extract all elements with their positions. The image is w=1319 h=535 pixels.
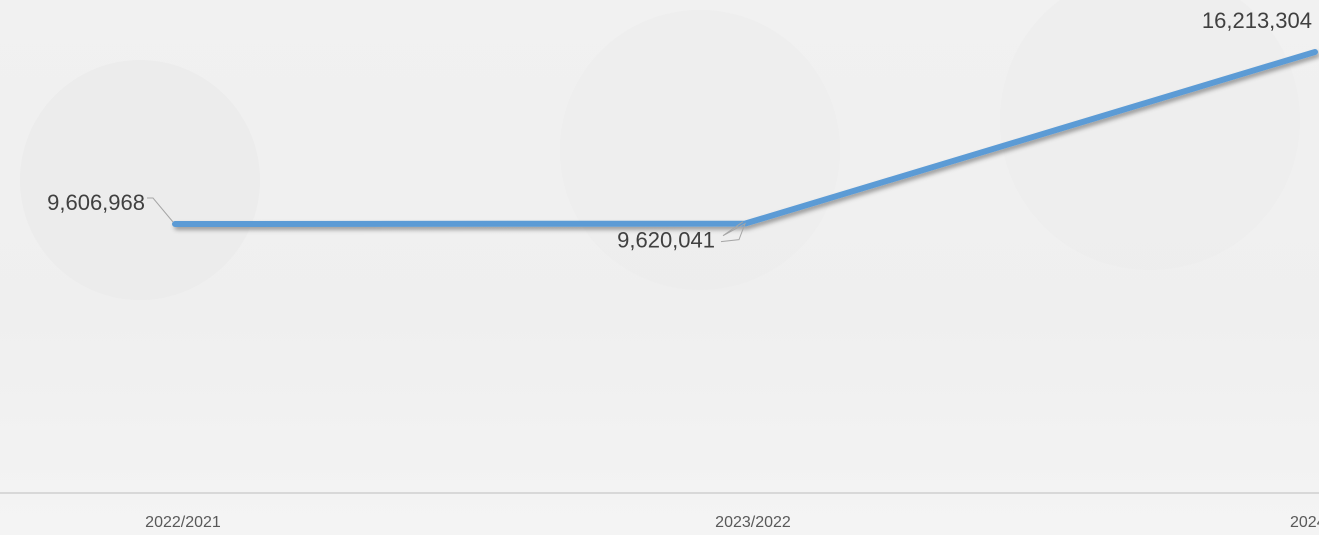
leader-line — [720, 221, 746, 243]
background-shape — [560, 10, 840, 290]
background-shape — [20, 60, 260, 300]
x-tick-label: 2022/2021 — [145, 514, 221, 531]
leader-line — [147, 197, 174, 223]
value-label: 9,620,041 — [617, 227, 715, 252]
background-shape — [1000, 0, 1300, 270]
x-tick-label: 2024 — [1290, 514, 1319, 531]
value-label: 9,606,968 — [47, 190, 145, 215]
value-label: 16,213,304 — [1202, 8, 1312, 33]
x-tick-label: 2023/2022 — [715, 514, 791, 531]
